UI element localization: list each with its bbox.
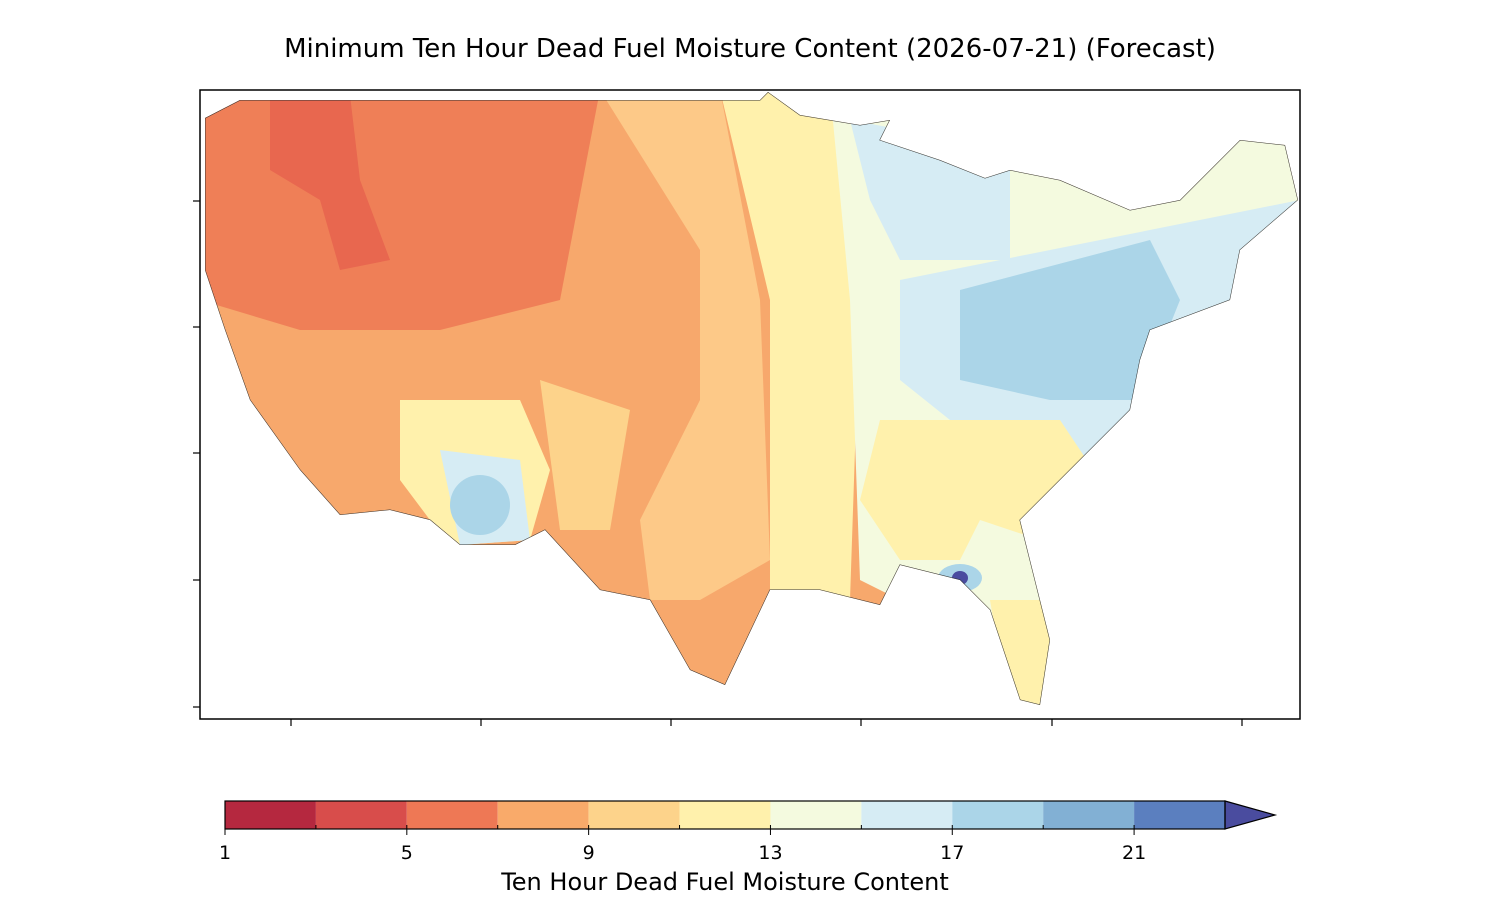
colorbar-segment xyxy=(225,801,316,829)
colorbar-segment xyxy=(406,801,498,829)
colorbar-label: Ten Hour Dead Fuel Moisture Content xyxy=(500,868,949,896)
colorbar-segment xyxy=(588,801,680,829)
colorbar-segment xyxy=(679,801,771,829)
colorbar-segment xyxy=(1134,801,1225,829)
colorbar-extend xyxy=(1224,800,1278,830)
axis-ticks xyxy=(193,200,1243,726)
colorbar-frame xyxy=(224,800,1226,830)
colorbar-segment xyxy=(952,801,1044,829)
map-title: Minimum Ten Hour Dead Fuel Moisture Cont… xyxy=(284,34,1216,64)
colorbar-tick-label: 5 xyxy=(401,842,413,864)
colorbar: 1 5 9 13 17 21 xyxy=(219,800,1278,864)
colorbar-segment xyxy=(1043,801,1135,829)
colorbar-tick-label: 17 xyxy=(940,842,964,864)
colorbar-segment xyxy=(315,801,407,829)
colorbar-segment xyxy=(770,801,862,829)
colorbar-tick-label: 13 xyxy=(758,842,782,864)
colorbar-tick-label: 1 xyxy=(219,842,231,864)
country-outline xyxy=(205,92,1298,705)
colorbar-segment xyxy=(861,801,953,829)
colorbar-tick-label: 21 xyxy=(1122,842,1146,864)
colorbar-segment xyxy=(497,801,589,829)
colorbar-tick-label: 9 xyxy=(583,842,595,864)
